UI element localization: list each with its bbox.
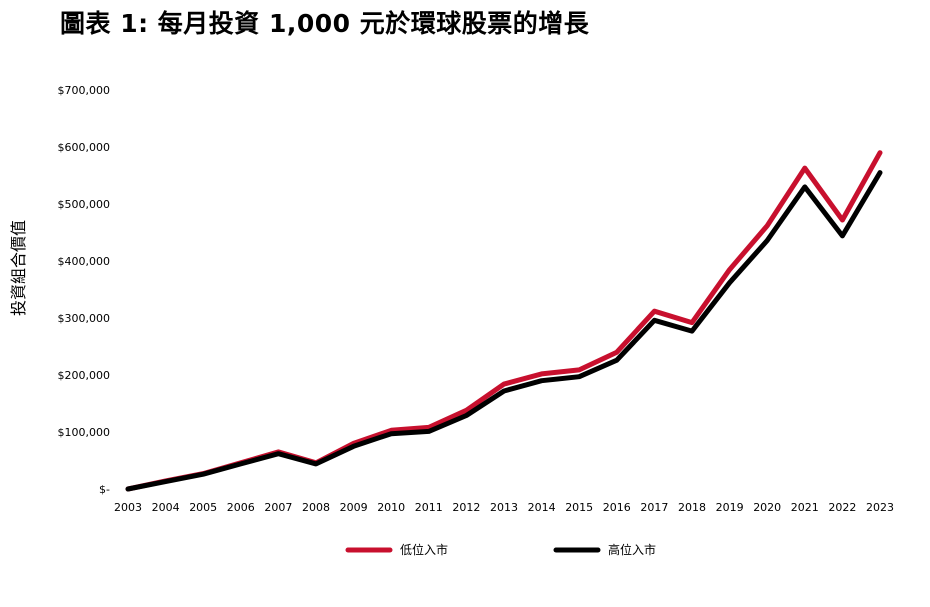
- x-tick-label: 2023: [866, 501, 894, 514]
- series-line-1: [125, 170, 883, 492]
- x-axis-ticks: 2003 2004 2005 2006 2007 2008 2009 2010 2011 2012…: [114, 501, 894, 514]
- series-line-0: [125, 150, 883, 492]
- chart-title: 圖表 1: 每月投資 1,000 元於環球股票的增長: [60, 9, 590, 38]
- y-tick-label: $500,000: [58, 198, 111, 211]
- legend: 低位入市 高位入市: [345, 542, 656, 557]
- y-tick-label: $400,000: [58, 255, 111, 268]
- x-tick-label: 2003: [114, 501, 142, 514]
- y-tick-label: $200,000: [58, 369, 111, 382]
- x-tick-label: 2018: [678, 501, 706, 514]
- legend-label-0: 低位入市: [400, 542, 448, 557]
- x-tick-label: 2019: [716, 501, 744, 514]
- series-lines: [125, 150, 883, 492]
- x-tick-label: 2010: [377, 501, 405, 514]
- y-tick-label: $100,000: [58, 426, 111, 439]
- y-tick-label: $700,000: [58, 84, 111, 97]
- x-tick-label: 2004: [152, 501, 180, 514]
- x-tick-label: 2012: [452, 501, 480, 514]
- x-tick-label: 2015: [565, 501, 593, 514]
- x-tick-label: 2021: [791, 501, 819, 514]
- x-tick-label: 2009: [340, 501, 368, 514]
- x-tick-label: 2008: [302, 501, 330, 514]
- x-tick-label: 2011: [415, 501, 443, 514]
- x-tick-label: 2020: [753, 501, 781, 514]
- y-axis-ticks: $- $100,000 $200,000 $300,000 $400,000 $500,0…: [58, 84, 111, 496]
- y-tick-label: $-: [99, 483, 110, 496]
- y-axis-label: 投資組合價值: [9, 220, 28, 316]
- legend-label-1: 高位入市: [608, 542, 656, 557]
- x-tick-label: 2022: [828, 501, 856, 514]
- y-tick-label: $300,000: [58, 312, 111, 325]
- x-tick-label: 2016: [603, 501, 631, 514]
- x-tick-label: 2005: [189, 501, 217, 514]
- x-tick-label: 2007: [264, 501, 292, 514]
- x-tick-label: 2013: [490, 501, 518, 514]
- x-tick-label: 2006: [227, 501, 255, 514]
- x-tick-label: 2014: [528, 501, 556, 514]
- y-tick-label: $600,000: [58, 141, 111, 154]
- x-tick-label: 2017: [640, 501, 668, 514]
